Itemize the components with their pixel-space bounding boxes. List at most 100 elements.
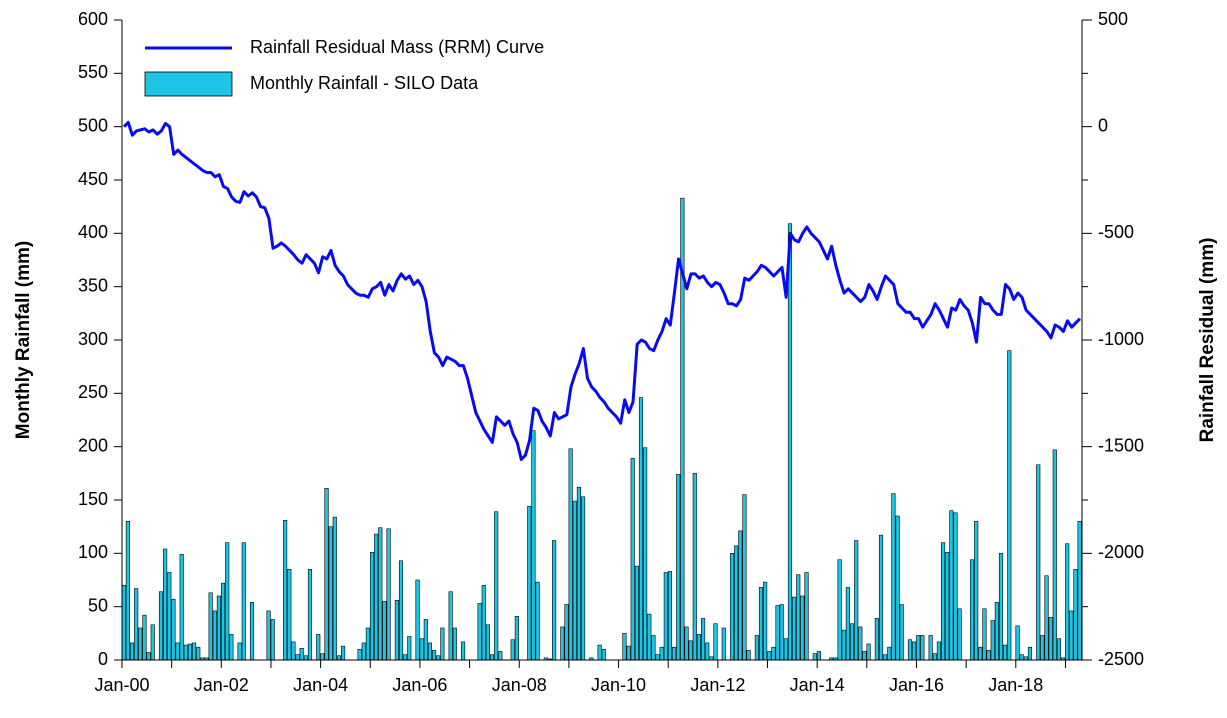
bar bbox=[626, 645, 631, 661]
bar bbox=[357, 649, 362, 661]
bar bbox=[237, 642, 242, 661]
bar bbox=[581, 496, 586, 661]
bar bbox=[672, 646, 677, 661]
bar bbox=[564, 604, 569, 661]
bar bbox=[655, 654, 660, 661]
y-tick-label: 200 bbox=[78, 435, 108, 455]
bar bbox=[696, 634, 701, 661]
bar bbox=[713, 623, 718, 661]
y-tick-label: 600 bbox=[78, 9, 108, 29]
bar bbox=[129, 642, 135, 661]
bar bbox=[419, 638, 424, 661]
bar bbox=[945, 551, 950, 661]
legend-label: Monthly Rainfall - SILO Data bbox=[250, 73, 479, 93]
bar bbox=[531, 430, 536, 661]
bar bbox=[270, 619, 275, 661]
x-tick-label: Jan-00 bbox=[94, 675, 149, 695]
bar bbox=[138, 627, 143, 661]
bar bbox=[121, 585, 126, 661]
legend-swatch bbox=[144, 71, 233, 97]
y2-tick-label: -2000 bbox=[1098, 542, 1144, 562]
x-tick-label: Jan-10 bbox=[591, 675, 646, 695]
bar bbox=[994, 602, 999, 661]
y2-tick-label: -1500 bbox=[1098, 435, 1144, 455]
bar bbox=[287, 569, 292, 661]
bar bbox=[771, 646, 776, 661]
bar bbox=[1003, 644, 1008, 661]
bar bbox=[676, 474, 681, 661]
bar bbox=[899, 604, 904, 661]
bar bbox=[754, 635, 759, 661]
bar bbox=[142, 614, 147, 661]
bar bbox=[572, 500, 577, 661]
bar bbox=[403, 654, 408, 661]
bar bbox=[1065, 543, 1070, 661]
bar bbox=[936, 641, 941, 661]
bar bbox=[386, 528, 391, 661]
bar bbox=[990, 620, 995, 661]
y-tick-label: 300 bbox=[78, 329, 108, 349]
bar bbox=[729, 553, 735, 661]
bar bbox=[167, 572, 172, 661]
bar bbox=[684, 626, 689, 661]
bar bbox=[1027, 646, 1033, 661]
bar bbox=[667, 571, 673, 661]
bar bbox=[461, 641, 466, 661]
y-tick-label: 550 bbox=[78, 62, 108, 82]
bar bbox=[953, 512, 958, 661]
bar bbox=[796, 574, 801, 661]
bar bbox=[986, 650, 991, 661]
bar bbox=[510, 639, 515, 661]
x-tick-label: Jan-16 bbox=[889, 675, 944, 695]
bar bbox=[874, 618, 879, 661]
bar bbox=[266, 610, 271, 661]
bar bbox=[916, 635, 921, 661]
bar bbox=[320, 653, 325, 661]
bar bbox=[932, 653, 937, 661]
y-tick-label: 150 bbox=[78, 489, 108, 509]
bar bbox=[163, 548, 168, 661]
bar bbox=[597, 644, 602, 661]
bar bbox=[225, 542, 230, 661]
bar bbox=[1044, 575, 1049, 661]
bar bbox=[146, 652, 151, 661]
bar bbox=[974, 521, 979, 661]
bar bbox=[307, 569, 313, 661]
bar bbox=[787, 223, 793, 661]
bar bbox=[291, 641, 296, 661]
bar bbox=[535, 581, 540, 661]
bar bbox=[854, 540, 859, 661]
bar bbox=[415, 579, 420, 661]
bar bbox=[659, 646, 664, 661]
bar bbox=[158, 591, 164, 661]
bar bbox=[527, 506, 532, 661]
bar bbox=[481, 585, 486, 661]
bar bbox=[692, 473, 697, 661]
bar bbox=[643, 447, 648, 661]
bar bbox=[241, 542, 246, 661]
bar bbox=[407, 636, 412, 661]
bar bbox=[895, 515, 900, 661]
bar bbox=[229, 634, 234, 661]
bar bbox=[841, 629, 846, 661]
x-tick-label: Jan-02 bbox=[194, 675, 249, 695]
bar bbox=[878, 534, 884, 661]
bar bbox=[576, 486, 581, 661]
bar bbox=[398, 560, 404, 661]
bar bbox=[316, 634, 321, 661]
bar bbox=[1048, 617, 1053, 661]
bar bbox=[783, 638, 788, 661]
x-tick-label: Jan-18 bbox=[988, 675, 1043, 695]
y2-tick-label: -2500 bbox=[1098, 649, 1144, 669]
bar bbox=[804, 572, 809, 661]
bar bbox=[891, 493, 896, 661]
bar bbox=[283, 519, 288, 661]
bar bbox=[982, 608, 987, 661]
bar bbox=[866, 643, 871, 661]
y-tick-label: 450 bbox=[78, 169, 108, 189]
bar bbox=[440, 627, 445, 661]
line bbox=[122, 120, 1082, 461]
bar bbox=[638, 397, 644, 661]
